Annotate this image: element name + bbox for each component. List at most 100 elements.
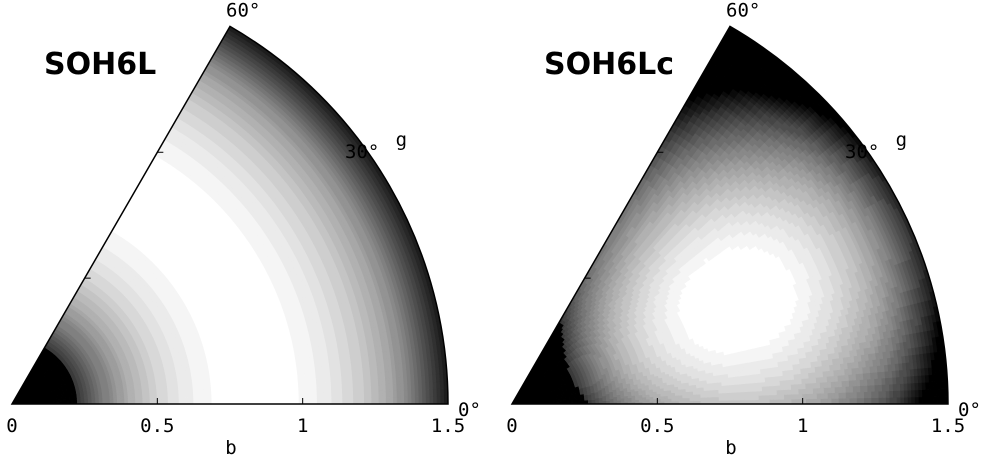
contour-cell: [309, 398, 314, 404]
contour-cell: [203, 386, 209, 391]
contour-cell: [287, 393, 293, 400]
contour-cell: [301, 388, 307, 395]
contour-cell: [232, 387, 238, 393]
contour-cell: [240, 391, 245, 397]
contour-cell: [193, 397, 198, 402]
contour-cell: [309, 393, 314, 400]
contour-cell: [254, 386, 260, 392]
contour-cell: [298, 388, 303, 395]
contour-cell: [247, 386, 252, 392]
contour-cell: [232, 384, 238, 389]
contour-cell: [200, 396, 205, 402]
contour-cell: [268, 385, 274, 391]
contour-cell: [228, 384, 234, 390]
contour-cell: [250, 386, 256, 392]
contour-cell: [218, 388, 223, 394]
contour-cell: [229, 392, 234, 397]
contour-cell: [193, 393, 198, 399]
contour-cell: [254, 395, 260, 401]
contour-cell: [261, 385, 267, 392]
contour-cell: [185, 394, 191, 399]
contour-cell: [280, 394, 285, 400]
contour-cell: [243, 387, 249, 393]
contour-cell: [291, 388, 296, 395]
contour-cell: [178, 391, 183, 396]
contour-cell: [240, 395, 245, 401]
contour-cell: [243, 391, 249, 397]
contour-cell: [269, 389, 274, 396]
contour-cell: [207, 389, 212, 395]
contour-cell: [279, 384, 285, 391]
contour-cell: [225, 392, 231, 397]
contour-cell: [192, 390, 198, 395]
contour-cell: [247, 395, 253, 401]
contour-cell: [214, 392, 220, 398]
contour-cell: [214, 396, 220, 401]
contour-cell: [233, 395, 238, 401]
contour-cell: [265, 390, 271, 396]
contour-cell: [214, 385, 219, 391]
contour-cell: [225, 388, 231, 394]
contour-cell: [246, 382, 252, 388]
contour-cell: [174, 394, 180, 399]
contour-cell: [294, 388, 300, 395]
contour-cell: [258, 394, 264, 401]
contour-cell: [312, 387, 318, 394]
contour-cell: [225, 384, 230, 390]
contour-cell: [218, 396, 224, 401]
contour-cell: [244, 395, 249, 401]
contour-cell: [225, 396, 231, 401]
contour-cell: [258, 386, 263, 392]
contour-cell: [294, 383, 299, 390]
contour-cell: [312, 382, 318, 389]
contour-cell: [251, 390, 256, 396]
contour-fill: [12, 26, 448, 404]
contour-cell: [214, 389, 220, 394]
contour-cell: [243, 383, 248, 389]
contour-cell: [221, 384, 227, 390]
contour-cell: [254, 390, 260, 396]
contour-cell: [204, 396, 209, 401]
contour-cell: [309, 387, 314, 394]
contour-cell: [182, 397, 187, 402]
contour-cell: [301, 383, 307, 390]
contour-cell: [305, 393, 311, 400]
contour-cell: [229, 395, 234, 401]
contour-cell: [167, 398, 173, 402]
contour-cell: [239, 379, 244, 385]
contour-cell: [171, 397, 176, 402]
contour-cell: [210, 389, 216, 394]
contour-cell: [222, 396, 227, 401]
contour-cell: [276, 394, 282, 400]
contour-cell: [287, 384, 292, 390]
contour-cell: [265, 381, 270, 387]
contour-cell: [261, 381, 267, 387]
contour-cell: [279, 379, 285, 386]
contour-cell: [221, 388, 227, 394]
contour-cell: [200, 390, 205, 395]
contour-cell: [313, 398, 318, 404]
contour-cell: [280, 389, 285, 395]
contour-cell: [276, 384, 281, 391]
contour-cell: [214, 382, 219, 387]
contour-cell: [294, 393, 300, 400]
contour-cell: [196, 397, 202, 402]
contour-cell: [262, 394, 267, 400]
contour-cell: [272, 389, 278, 396]
contour-cell: [210, 385, 216, 391]
contour-cell: [247, 391, 253, 397]
contour-cell: [265, 385, 270, 392]
contour-cell: [250, 382, 256, 388]
contour-cell: [265, 394, 271, 400]
contour-cell: [297, 383, 303, 390]
contour-cell: [232, 391, 238, 397]
contour-cell: [313, 392, 318, 399]
contour-cell: [218, 392, 223, 398]
contour-cell: [306, 398, 311, 404]
contour-cell: [298, 398, 304, 404]
contour-cell: [185, 391, 191, 396]
contour-cell: [269, 394, 274, 400]
contour-cell: [305, 382, 310, 389]
